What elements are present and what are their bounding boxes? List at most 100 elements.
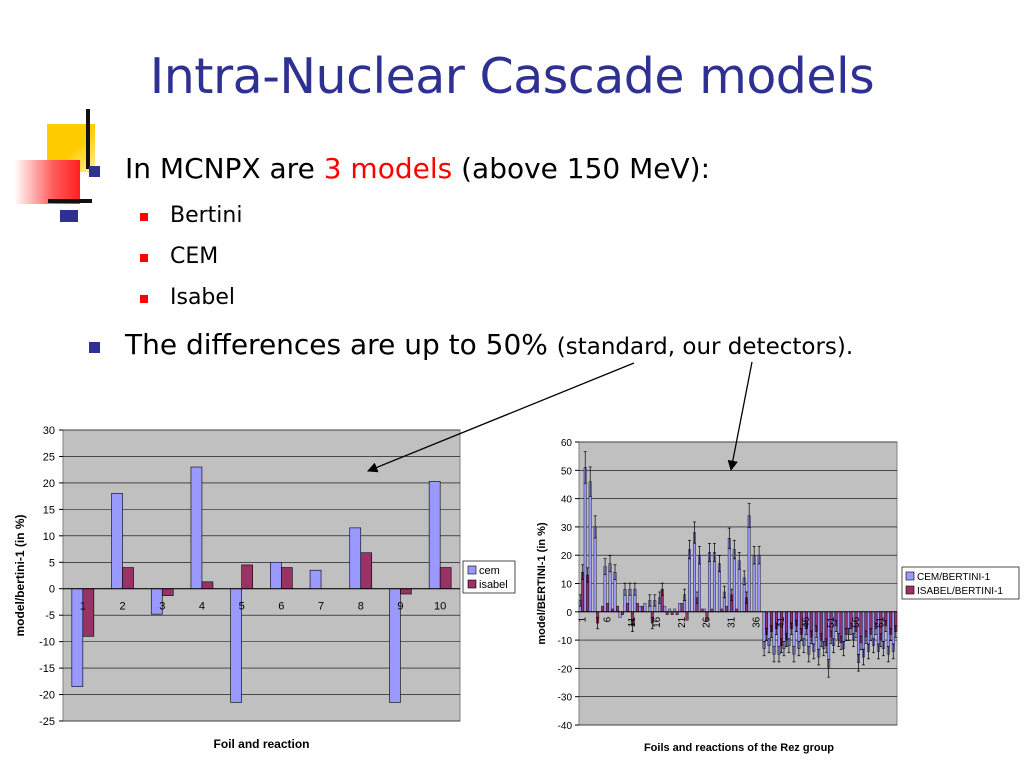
bar-isabel	[281, 567, 293, 590]
bullet-models-suffix: (above 150 MeV):	[452, 152, 711, 185]
bullet-models-prefix: In MCNPX are	[125, 152, 324, 185]
sub-bullet-label: Isabel	[170, 285, 236, 310]
x-tick-label: 2	[119, 601, 125, 613]
y-tick-label: 5	[49, 557, 55, 569]
bar-CEM/BERTINI-1	[747, 515, 751, 613]
bar-ISABEL/BERTINI-1	[725, 605, 729, 613]
y-tick-label: -40	[558, 721, 573, 732]
bar-isabel	[439, 567, 452, 590]
x-axis-label: Foil and reaction	[213, 737, 309, 751]
bullet-differences: The differences are up to 50% (standard,…	[89, 328, 853, 361]
y-tick-label: 20	[561, 551, 573, 562]
slide-title: Intra-Nuclear Cascade models	[149, 48, 875, 105]
legend-box	[901, 566, 1020, 600]
bar-isabel	[241, 564, 253, 590]
bar-CEM/BERTINI-1	[678, 603, 682, 612]
x-tick-label: 16	[652, 616, 663, 628]
y-tick-label: 20	[43, 478, 55, 490]
x-tick-label: 3	[159, 601, 165, 613]
y-tick-label: -10	[39, 637, 55, 649]
x-tick-label: 6	[602, 616, 613, 622]
x-tick-label: 36	[751, 616, 762, 628]
bar-ISABEL/BERTINI-1	[616, 605, 619, 613]
x-tick-label: 46	[801, 616, 812, 628]
chart-left: 30 25 20 15 10 5 0 -5 -10 -15 -20 -25 1 2 3 4 5 6 7 8 9 10 Foi…	[13, 425, 516, 751]
legend: cem isabel	[462, 560, 516, 594]
bullet-differences-main: The differences are up to 50%	[125, 328, 557, 361]
x-tick-label: 1	[80, 601, 86, 613]
x-tick-label: 61	[876, 616, 887, 628]
deco-blue-square	[60, 210, 78, 222]
sub-bullet-label: CEM	[170, 244, 219, 269]
y-tick-label: -15	[39, 663, 55, 675]
x-tick-label: 10	[434, 601, 446, 613]
y-tick-label: 0	[49, 584, 55, 596]
y-tick-label: 40	[561, 495, 573, 506]
sub-bullet-label: Bertini	[170, 203, 243, 228]
legend-swatch	[467, 565, 477, 575]
bar-ISABEL/BERTINI-1	[635, 603, 639, 612]
bar-CEM/BERTINI-1	[583, 467, 587, 613]
bar-cem	[111, 493, 123, 590]
y-tick-label: -10	[558, 636, 573, 647]
legend-label: isabel	[479, 579, 508, 591]
bar-isabel	[400, 588, 412, 595]
x-tick-label: 1	[577, 616, 588, 622]
legend-label: CEM/BERTINI-1	[917, 572, 991, 583]
y-tick-label: -20	[39, 690, 55, 702]
deco-vertical-line	[86, 109, 90, 169]
y-tick-label: 10	[43, 531, 55, 543]
bar-cem	[270, 561, 282, 590]
y-tick-label: 60	[561, 438, 573, 449]
y-tick-label: 10	[561, 580, 573, 591]
sub-bullet-isabel: Isabel	[140, 285, 236, 310]
y-tick-label: -30	[558, 693, 573, 704]
deco-red-square	[14, 160, 80, 204]
x-tick-label: 9	[397, 601, 403, 613]
bar-cem	[349, 527, 362, 590]
sub-bullet-square-icon	[140, 295, 148, 303]
arrow-to-right-chart	[727, 361, 753, 472]
bar-CEM/BERTINI-1	[618, 611, 622, 618]
bar-cem	[309, 569, 322, 590]
x-tick-label: 5	[239, 601, 245, 613]
sub-bullet-square-icon	[140, 254, 148, 262]
bar-CEM/BERTINI-1	[593, 526, 597, 613]
bar-CEM/BERTINI-1	[663, 605, 667, 613]
bar-cem	[428, 481, 441, 590]
x-tick-label: 4	[199, 601, 205, 613]
bullet-models: In MCNPX are 3 models (above 150 MeV):	[89, 152, 711, 185]
bullet-square-icon	[89, 342, 100, 353]
legend-swatch	[467, 579, 477, 589]
bar-isabel	[201, 581, 214, 590]
bar-cem	[190, 466, 203, 590]
bar-ISABEL/BERTINI-1	[680, 603, 684, 612]
y-tick-label: 30	[561, 523, 573, 534]
legend: CEM/BERTINI-1 ISABEL/BERTINI-1	[901, 566, 1020, 600]
bar-isabel	[122, 567, 134, 590]
x-tick-label: 11	[627, 616, 638, 627]
bar-CEM/BERTINI-1	[643, 603, 647, 612]
legend-label: ISABEL/BERTINI-1	[917, 586, 1003, 597]
bar-CEM/BERTINI-1	[638, 605, 642, 613]
bullet-models-highlight: 3 models	[323, 152, 453, 185]
bar-CEM/BERTINI-1	[727, 538, 731, 612]
x-tick-label: 26	[702, 616, 713, 628]
x-tick-label: 51	[826, 616, 837, 628]
y-tick-label: 30	[43, 425, 55, 437]
bar-ISABEL/BERTINI-1	[606, 603, 610, 612]
legend-swatch	[905, 571, 915, 581]
bar-CEM/BERTINI-1	[588, 481, 592, 612]
x-tick-label: 41	[776, 616, 787, 628]
x-tick-label: 56	[851, 616, 862, 628]
arrow-to-left-chart	[367, 362, 635, 473]
x-tick-label: 21	[677, 616, 688, 628]
bullet-square-icon	[89, 166, 100, 177]
deco-horizontal-line	[48, 199, 92, 203]
y-tick-label: -25	[39, 716, 55, 728]
x-tick-label: 8	[358, 601, 364, 613]
x-tick-label: 31	[727, 616, 738, 628]
y-axis-label: model/bertini-1 (in %)	[13, 514, 27, 636]
